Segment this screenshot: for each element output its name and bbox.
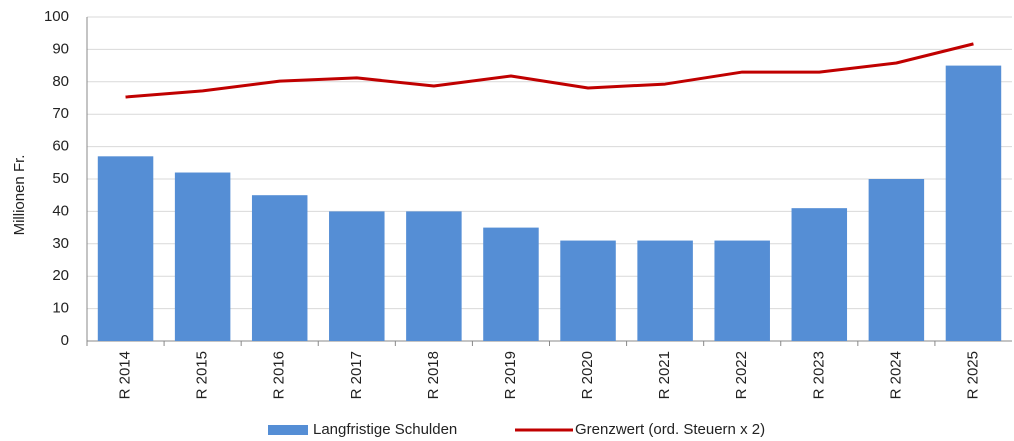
y-tick-label: 100 (44, 8, 69, 25)
bar (174, 172, 231, 341)
x-tick-label: R 2024 (887, 351, 904, 399)
legend-swatch (268, 425, 308, 435)
legend-label: Grenzwert (ord. Steuern x 2) (575, 421, 765, 438)
x-tick-label: R 2014 (117, 351, 134, 399)
bar (791, 208, 848, 341)
x-tick-label: R 2025 (964, 351, 981, 399)
y-tick-label: 60 (52, 138, 69, 155)
bar (945, 65, 1002, 341)
y-tick-label: 10 (52, 300, 69, 317)
y-tick-label: 50 (52, 170, 69, 187)
y-axis-label: Millionen Fr. (11, 155, 28, 236)
bar (868, 179, 925, 341)
y-tick-label: 80 (52, 73, 69, 90)
bar (406, 211, 462, 341)
y-tick-label: 90 (52, 40, 69, 57)
bar (329, 211, 385, 341)
x-tick-label: R 2021 (656, 351, 673, 399)
bar (714, 240, 770, 341)
line-series (125, 42, 974, 99)
x-tick-label: R 2018 (425, 351, 442, 399)
x-tick-label: R 2020 (579, 351, 596, 399)
y-tick-label: 20 (52, 267, 69, 284)
x-tick-label: R 2017 (348, 351, 365, 399)
bar (560, 240, 616, 341)
x-tick-label: R 2022 (733, 351, 750, 399)
x-tick-label: R 2019 (502, 351, 519, 399)
y-tick-label: 30 (52, 235, 69, 252)
legend-label: Langfristige Schulden (313, 421, 457, 438)
x-tick-label: R 2016 (271, 351, 288, 399)
y-tick-label: 0 (61, 332, 69, 349)
x-tick-label: R 2023 (810, 351, 827, 399)
x-tick-label: R 2015 (194, 351, 211, 399)
y-tick-label: 40 (52, 202, 69, 219)
bar (97, 156, 154, 341)
y-tick-label: 70 (52, 105, 69, 122)
bar (637, 240, 693, 341)
bar (483, 227, 539, 341)
bar (251, 195, 308, 341)
